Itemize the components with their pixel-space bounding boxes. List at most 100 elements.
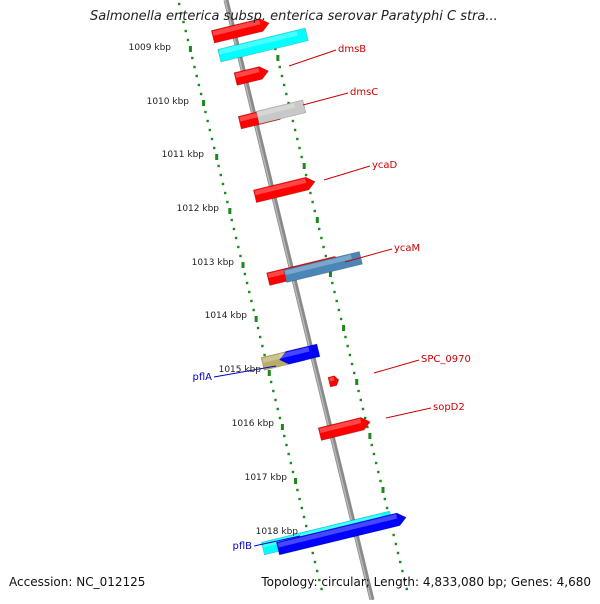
inner-tick-mark bbox=[202, 100, 206, 106]
gene-label-pfla: pflA bbox=[193, 372, 213, 383]
inner-tick-mark bbox=[274, 398, 277, 402]
outer-tick-mark bbox=[381, 487, 385, 493]
gene-feature-red bbox=[210, 18, 270, 44]
inner-tick-mark bbox=[285, 443, 288, 447]
outer-tick-mark bbox=[361, 407, 365, 411]
outer-tick-mark bbox=[282, 83, 286, 87]
outer-tick-mark bbox=[374, 461, 378, 465]
outer-tick-mark bbox=[285, 92, 288, 96]
inner-tick-mark bbox=[315, 569, 319, 573]
gene-label-leader bbox=[213, 365, 277, 378]
inner-tick-mark bbox=[311, 551, 314, 555]
inner-tick-mark bbox=[186, 38, 190, 42]
inner-tick-mark bbox=[241, 262, 245, 268]
inner-tick-mark bbox=[180, 11, 183, 15]
inner-tick-mark bbox=[298, 497, 301, 501]
kbp-labels: 1009 kbp 1010 kbp 1011 kbp 1012 kbp 1013 kbp… bbox=[129, 43, 299, 537]
outer-tick-mark bbox=[385, 506, 389, 510]
topology-text: Topology: circular; Length: 4,833,080 bp… bbox=[261, 575, 591, 589]
outer-tick-mark bbox=[363, 416, 367, 420]
inner-tick-mark bbox=[304, 524, 308, 528]
inner-tick-mark bbox=[199, 92, 203, 96]
outer-tick-mark bbox=[357, 389, 360, 393]
inner-tick-mark bbox=[248, 290, 251, 294]
outer-tick-mark bbox=[280, 74, 284, 78]
gene-feature-red bbox=[233, 66, 269, 86]
inner-tick-mark bbox=[191, 56, 194, 60]
outer-tick-mark bbox=[353, 371, 356, 375]
inner-tick-mark bbox=[226, 200, 229, 204]
gene-label-ycam: ycaM bbox=[394, 243, 420, 254]
inner-tick-mark bbox=[269, 380, 273, 384]
gene-feature-blue bbox=[275, 512, 407, 556]
kbp-label: 1014 kbp bbox=[205, 311, 248, 321]
inner-tick-mark bbox=[300, 506, 304, 510]
gene-label-ycad: ycaD bbox=[372, 160, 398, 171]
map-title: Salmonella enterica subsp. enterica sero… bbox=[90, 9, 498, 24]
inner-tick-mark bbox=[182, 20, 185, 24]
outer-tick-mark bbox=[331, 281, 334, 285]
gene-feature-cyan bbox=[217, 27, 309, 63]
outer-tick-mark bbox=[355, 379, 359, 385]
inner-tick-mark bbox=[232, 227, 236, 231]
gene-feature-red bbox=[317, 417, 371, 441]
gene-label-leader bbox=[253, 535, 301, 547]
kbp-label: 1009 kbp bbox=[129, 43, 172, 53]
inner-tick-mark bbox=[177, 2, 181, 6]
outer-tick-mark bbox=[309, 191, 312, 195]
outer-tick-mark bbox=[311, 200, 314, 204]
outer-tick-mark bbox=[405, 587, 408, 591]
gene-feature-red bbox=[252, 176, 316, 204]
gene-feature-red bbox=[327, 375, 340, 388]
outer-tick-mark bbox=[366, 425, 369, 429]
outer-tick-mark bbox=[335, 299, 338, 303]
inner-tick-mark bbox=[283, 434, 286, 438]
outer-tick-mark bbox=[276, 55, 280, 61]
inner-tick-mark bbox=[256, 326, 260, 330]
inner-tick-mark bbox=[250, 299, 253, 303]
gene-feature-gray bbox=[255, 99, 307, 125]
outer-tick-mark bbox=[337, 308, 341, 312]
inner-tick-mark bbox=[261, 344, 264, 348]
outer-tick-mark bbox=[328, 271, 332, 277]
outer-tick-mark bbox=[320, 236, 323, 240]
outer-tick-mark bbox=[291, 119, 295, 123]
inner-tick-mark bbox=[245, 281, 249, 285]
kbp-label: 1015 kbp bbox=[219, 365, 262, 375]
inner-tick-mark bbox=[197, 83, 201, 87]
kbp-label: 1011 kbp bbox=[162, 150, 205, 160]
inner-tick-mark bbox=[313, 560, 317, 564]
outer-tick-mark bbox=[372, 452, 376, 456]
inner-tick-mark bbox=[254, 316, 258, 322]
outer-tick-mark bbox=[359, 398, 362, 402]
gene-label-leader bbox=[373, 359, 420, 374]
inner-tick-mark bbox=[237, 245, 240, 249]
outer-tick-mark bbox=[383, 497, 387, 501]
inner-tick-mark bbox=[184, 29, 187, 33]
kbp-label: 1013 kbp bbox=[192, 258, 235, 268]
inner-tick-mark bbox=[280, 424, 284, 430]
backbone-line bbox=[223, 0, 375, 601]
inner-tick-mark bbox=[318, 578, 321, 582]
kbp-label: 1018 kbp bbox=[256, 527, 299, 537]
kbp-label: 1017 kbp bbox=[245, 473, 288, 483]
outer-tick-mark bbox=[339, 317, 343, 321]
outer-tick-mark bbox=[377, 470, 380, 474]
inner-tick-mark bbox=[267, 370, 271, 376]
outer-tick-mark bbox=[322, 245, 325, 249]
outer-tick-mark bbox=[315, 217, 319, 223]
outer-tick-mark bbox=[346, 344, 349, 348]
gene-label-pflb: pflB bbox=[232, 541, 252, 552]
inner-tick-mark bbox=[278, 416, 282, 420]
inner-tick-mark bbox=[252, 308, 255, 312]
gene-label-leader bbox=[302, 92, 349, 106]
outer-tick-track bbox=[272, 38, 408, 591]
inner-tick-mark bbox=[213, 146, 216, 150]
outer-tick-mark bbox=[344, 335, 347, 339]
outer-tick-mark bbox=[394, 542, 398, 546]
outer-tick-mark bbox=[350, 362, 354, 366]
outer-tick-mark bbox=[368, 433, 372, 439]
kbp-label: 1016 kbp bbox=[232, 419, 275, 429]
